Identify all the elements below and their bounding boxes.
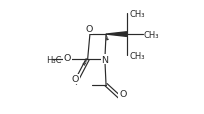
Text: O: O	[72, 75, 79, 84]
Text: O: O	[119, 90, 126, 98]
Text: CH₃: CH₃	[130, 51, 145, 60]
Text: CH₃: CH₃	[130, 10, 145, 19]
Text: H₃C: H₃C	[46, 55, 62, 64]
Text: N: N	[101, 55, 108, 64]
Text: O: O	[85, 25, 92, 34]
Text: O: O	[64, 53, 71, 62]
Polygon shape	[106, 32, 127, 37]
Text: CH₃: CH₃	[144, 30, 160, 39]
